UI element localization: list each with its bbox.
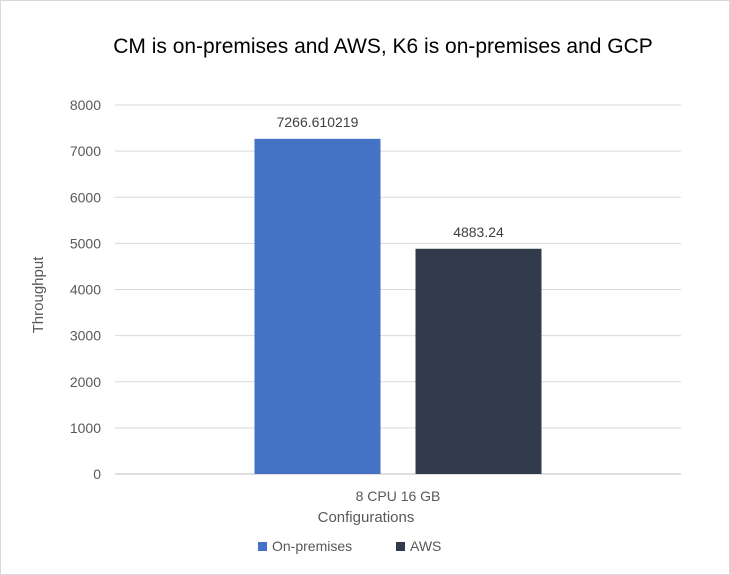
legend-label: On-premises [272,538,352,554]
y-tick-label: 4000 [70,282,101,298]
legend: On-premises AWS [258,538,441,554]
x-axis-title: Configurations [318,509,415,526]
y-tick-label: 1000 [70,420,101,436]
bars [254,138,542,474]
gridlines [115,104,681,475]
y-axis-title: Throughput [30,256,47,334]
y-tick-label: 3000 [70,328,101,344]
y-tick-label: 5000 [70,235,101,251]
data-labels: 7266.610219 4883.24 [277,114,504,240]
y-tick-label: 0 [93,466,101,482]
legend-swatch [258,542,267,551]
y-tick-label: 6000 [70,189,101,205]
chart-title: CM is on-premises and AWS, K6 is on-prem… [113,35,653,58]
legend-label: AWS [410,538,441,554]
y-tick-label: 7000 [70,143,101,159]
bar-aws [415,248,542,474]
legend-swatch [396,542,405,551]
x-axis-ticks: 8 CPU 16 GB [356,488,441,504]
bar-on-premises [254,138,381,474]
legend-item: AWS [396,538,441,554]
data-label: 7266.610219 [277,114,359,130]
y-axis-ticks: 0 1000 2000 3000 4000 5000 6000 7000 8000 [70,97,101,482]
y-tick-label: 2000 [70,374,101,390]
y-tick-label: 8000 [70,97,101,113]
x-tick-label: 8 CPU 16 GB [356,488,441,504]
legend-item: On-premises [258,538,352,554]
data-label: 4883.24 [453,224,504,240]
